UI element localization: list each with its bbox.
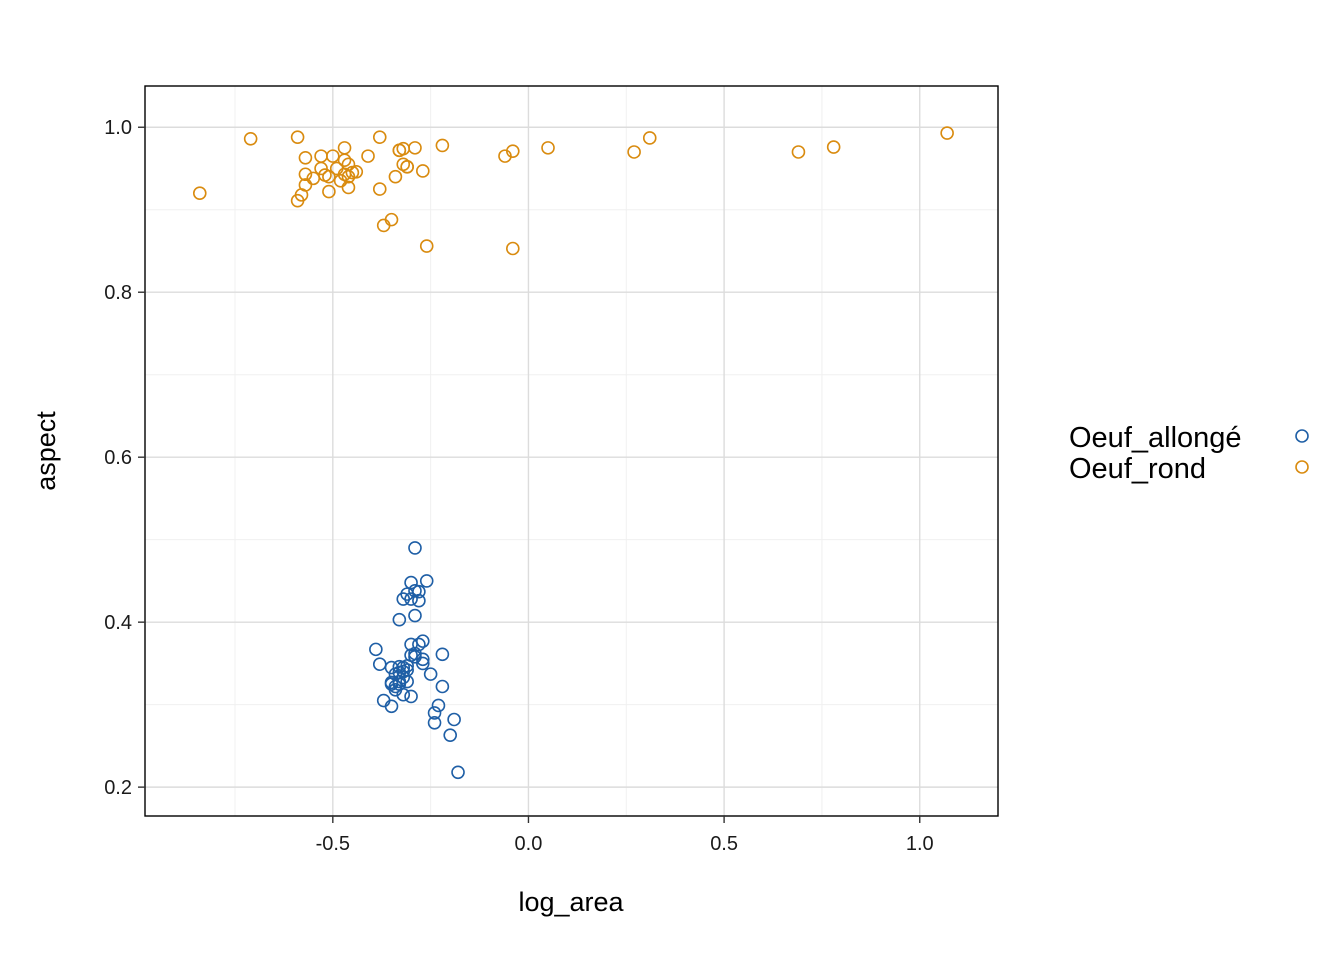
data-point [447,712,461,727]
data-point [506,144,520,158]
data-point [372,182,387,196]
data-point [419,574,434,588]
data-point [408,541,422,555]
x-tick-label: -0.5 [316,833,350,855]
data-point [435,138,450,153]
legend: Oeuf_allongé Oeuf_rond [1069,422,1309,485]
data-point [408,608,422,623]
x-tick-label: 0.0 [515,833,543,855]
data-point [192,186,207,201]
data-point [423,667,438,681]
data-point [298,150,313,165]
data-point [404,689,418,704]
data-point [404,637,418,652]
data-point [243,131,258,146]
legend-key-oeuf-allonge [1295,429,1309,443]
data-point [361,149,375,163]
data-point [396,664,411,679]
data-point [322,169,336,184]
data-point [396,670,411,685]
data-point [427,715,442,730]
data-point [541,141,555,155]
data-point [416,164,430,178]
data-point [940,126,954,140]
data-point [404,592,418,606]
data-point [642,131,657,145]
x-axis-title: log_area [518,887,624,917]
plot-panel-border [144,85,999,817]
data-point [412,584,426,599]
data-point [435,647,450,662]
data-point [443,728,458,742]
data-point [392,612,407,627]
data-point [506,241,520,256]
data-points [192,126,954,780]
y-axis: 0.2 0.4 0.6 0.8 1.0 [104,117,145,799]
minor-gridlines [145,86,998,816]
y-tick-label: 0.4 [104,612,132,634]
data-point [333,174,348,188]
data-point [408,141,422,155]
major-gridlines [145,86,998,816]
data-point [388,169,403,184]
y-tick-label: 0.6 [104,447,132,469]
x-axis: -0.5 0.0 0.5 1.0 [316,816,934,855]
data-point [372,130,387,144]
data-point [396,592,411,606]
series-oeuf-allonge [369,541,465,780]
legend-key-oeuf-rond [1295,460,1309,474]
data-point [826,140,841,154]
data-point [627,145,641,159]
data-point [419,239,434,253]
data-point [416,656,430,671]
data-point [396,687,411,702]
data-point [290,193,305,208]
data-point [384,699,399,714]
data-point [322,184,336,199]
legend-label-oeuf-rond: Oeuf_rond [1069,453,1206,485]
data-point [298,167,313,182]
y-tick-label: 0.2 [104,777,132,799]
series-oeuf-rond [192,126,954,256]
y-axis-title: aspect [31,411,61,491]
data-point [337,153,352,168]
data-point [435,679,450,694]
data-point [290,130,305,144]
data-point [416,652,430,667]
data-point [341,169,356,184]
y-tick-label: 1.0 [104,117,132,139]
legend-label-oeuf-allonge: Oeuf_allongé [1069,422,1242,454]
data-point [376,218,391,233]
data-point [345,165,360,180]
data-point [412,593,426,608]
data-point [314,149,328,163]
data-point [427,706,442,720]
data-point [451,765,465,780]
y-tick-label: 0.8 [104,282,132,304]
data-point [412,637,426,652]
data-point [400,160,414,174]
x-tick-label: 0.5 [710,833,738,855]
data-point [392,143,407,158]
data-point [431,698,446,713]
data-point [408,650,422,664]
data-point [369,642,383,657]
x-tick-label: 1.0 [906,833,934,855]
data-point [791,145,806,159]
data-point [341,180,356,195]
